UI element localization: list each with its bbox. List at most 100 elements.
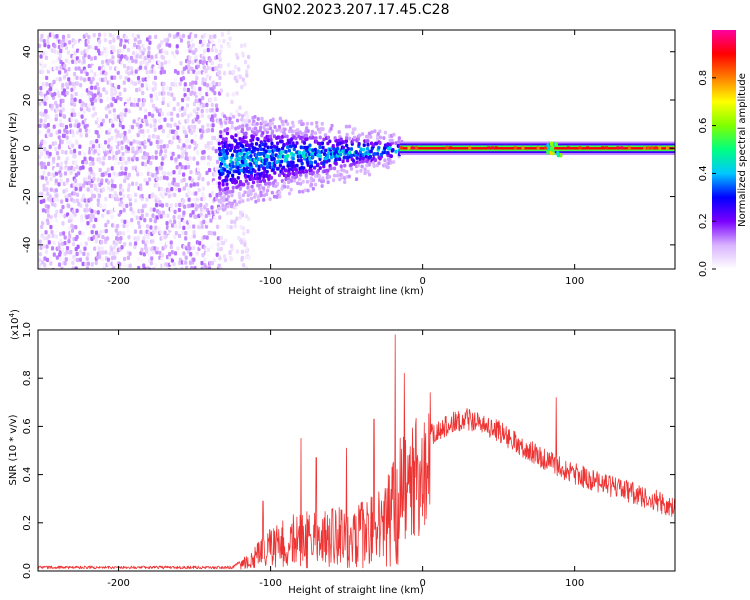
spectrogram-cell: [196, 161, 200, 166]
spectrogram-cell: [72, 54, 76, 60]
spectrogram-cell: [158, 199, 162, 205]
spectrogram-cell: [57, 135, 61, 140]
spectrogram-cell: [299, 172, 303, 177]
spectrogram-cell: [284, 168, 288, 173]
spectrogram-cell: [68, 140, 72, 145]
spectrogram-cell: [72, 71, 77, 77]
spectrogram-cell: [145, 181, 149, 186]
spectrogram-cell: [133, 229, 138, 234]
spectrogram-cell: [256, 129, 260, 134]
spectrogram-cell: [173, 68, 178, 74]
spectrogram-cell: [188, 219, 192, 224]
spectrogram-cell: [200, 196, 204, 202]
spectrogram-cell: [134, 192, 138, 198]
spectrogram-cell: [213, 90, 217, 96]
spectrogram-cell: [101, 161, 105, 166]
spectrogram-cell: [254, 199, 258, 204]
spectrogram-cell: [135, 156, 139, 162]
spectrogram-cell: [38, 257, 42, 263]
spectrogram-cell: [383, 158, 387, 163]
spectrogram-cell: [201, 215, 206, 220]
spectrogram-cell: [147, 85, 152, 90]
spectrogram-cell: [114, 138, 118, 144]
spectrogram-cell: [204, 144, 208, 149]
spectrogram-cell: [43, 63, 47, 69]
spectrogram-cell: [58, 250, 62, 255]
spectrogram-cell: [178, 81, 182, 87]
spectrogram-cell: [290, 137, 294, 141]
spectrogram-cell: [207, 114, 211, 119]
spectrogram-cell: [349, 147, 354, 151]
spectrogram-cell: [149, 123, 153, 128]
spectrogram-cell: [95, 138, 99, 144]
spectrogram-cell: [235, 118, 240, 123]
spectrogram-cell: [190, 203, 195, 208]
spectrogram-cell: [212, 84, 216, 90]
spectrogram-cell: [61, 38, 66, 43]
spectrogram-cell: [71, 59, 75, 64]
spectrogram-cell: [188, 191, 192, 197]
spectrogram-cell: [92, 172, 96, 177]
spectrogram-cell: [38, 101, 42, 107]
spectrogram-cell: [305, 126, 309, 131]
spectrogram-cell: [147, 111, 152, 117]
spectrogram-cell: [84, 133, 89, 138]
spectrogram-cell: [229, 243, 234, 249]
spectrogram-cell: [228, 249, 232, 255]
spectrogram-cell: [231, 173, 235, 178]
spectrogram-cell: [177, 214, 182, 220]
spectrogram-cell: [110, 166, 114, 171]
spectrogram-cell: [309, 168, 313, 173]
spectrogram-cell: [160, 161, 164, 166]
spectrogram-cell: [178, 220, 182, 225]
spectrogram-cell: [54, 213, 58, 218]
spectrogram-cell: [521, 146, 525, 150]
spectrogram-cell: [54, 229, 58, 234]
spectrogram-cell: [58, 77, 62, 82]
spectrogram-cell: [110, 186, 114, 192]
spectrogram-cell: [84, 241, 88, 246]
spectrogram-cell: [159, 124, 163, 130]
spectrogram-cell: [187, 59, 192, 64]
spectrogram-cell: [113, 113, 117, 118]
spectrogram-cell: [55, 130, 59, 135]
spectrogram-cell: [66, 50, 71, 55]
spectrogram-cell: [137, 265, 141, 269]
spectrogram-cell: [318, 135, 322, 140]
spectrogram-cell: [85, 123, 89, 128]
spectrogram-cell: [147, 45, 151, 51]
spectrogram-cell: [161, 128, 165, 134]
spectrogram-cell: [225, 127, 230, 131]
spectrogram-cell: [449, 146, 453, 150]
spectrogram-cell: [287, 148, 291, 153]
spectrogram-cell: [75, 192, 80, 197]
spectrogram-cell: [97, 42, 101, 48]
spectrogram-cell: [262, 197, 266, 202]
spectrogram-cell: [236, 175, 240, 180]
spectrogram-cell: [84, 128, 88, 133]
spectrogram-cell: [115, 133, 120, 138]
spectrogram-cell: [276, 166, 280, 171]
spectrogram-cell: [173, 54, 177, 59]
spectrogram-cell: [138, 183, 143, 188]
spectrogram-cell: [119, 38, 123, 43]
spectrogram-cell: [49, 187, 53, 192]
spectrogram-cell: [183, 82, 187, 87]
spectrogram-cell: [79, 242, 83, 247]
spectrogram-cell: [84, 42, 88, 47]
spectrogram-cell: [41, 208, 46, 213]
spectrogram-cell: [318, 154, 322, 159]
spectrogram-cell: [73, 256, 77, 261]
spectrogram-cell: [242, 169, 246, 174]
spectrogram-y-tick-label: 40: [22, 45, 33, 58]
spectrogram-cell: [289, 178, 294, 183]
spectrogram-cell: [407, 146, 411, 150]
spectrogram-cell: [378, 141, 382, 145]
spectrogram-cell: [104, 53, 108, 59]
spectrogram-cell: [120, 171, 124, 176]
spectrogram-cell: [170, 92, 174, 97]
spectrogram-cell: [232, 69, 236, 75]
spectrogram-cell: [104, 228, 108, 234]
spectrogram-cell: [205, 235, 209, 240]
spectrogram-cell: [108, 251, 112, 256]
